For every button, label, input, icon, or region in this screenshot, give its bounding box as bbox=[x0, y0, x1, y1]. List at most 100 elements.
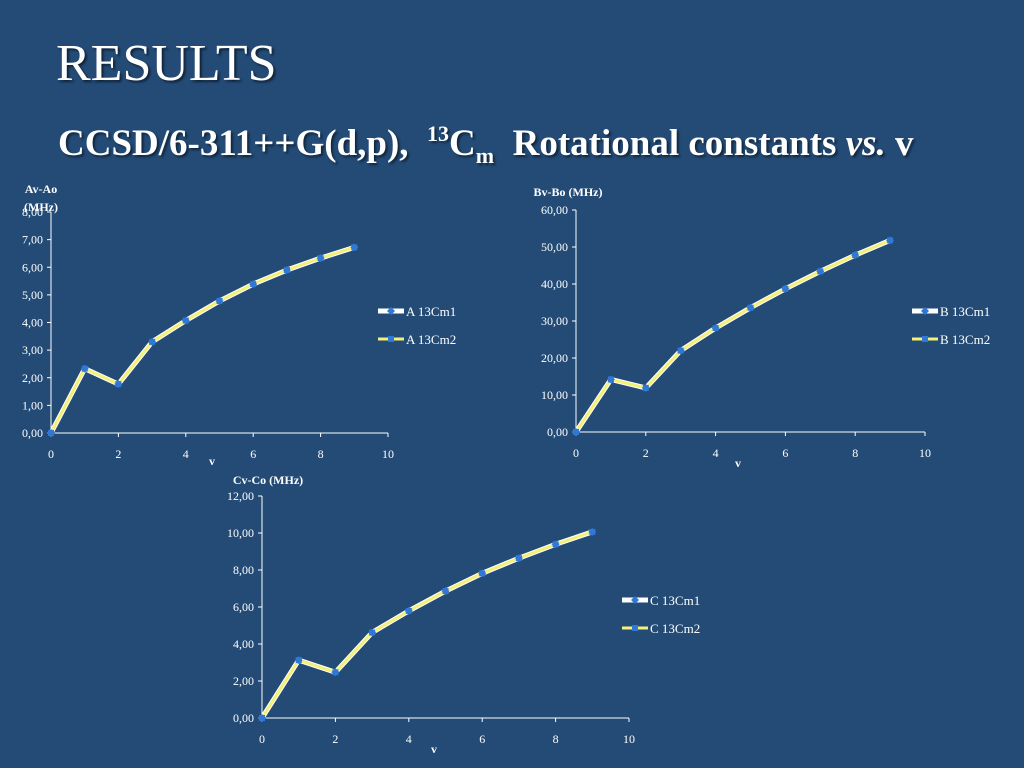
y-axis-label: Av-Ao bbox=[25, 182, 57, 196]
y-tick-label: 1,00 bbox=[22, 398, 43, 412]
y-tick-label: 0,00 bbox=[547, 425, 568, 439]
x-axis-label: v bbox=[735, 456, 741, 470]
x-tick-label: 4 bbox=[713, 446, 719, 460]
data-point-series-2 bbox=[182, 317, 189, 324]
y-tick-label: 4,00 bbox=[22, 316, 43, 330]
subtitle-method: CCSD/6-311++G(d,p), bbox=[58, 123, 409, 164]
y-tick-label: 0,00 bbox=[22, 426, 43, 440]
y-tick-label: 20,00 bbox=[541, 351, 568, 365]
x-tick-label: 2 bbox=[115, 447, 121, 461]
y-tick-label: 6,00 bbox=[233, 600, 254, 614]
data-point-series-2 bbox=[369, 629, 376, 636]
x-tick-label: 10 bbox=[919, 446, 931, 460]
y-axis-label: (MHz) bbox=[24, 200, 58, 214]
legend-marker-2 bbox=[388, 336, 394, 342]
x-axis-label: v bbox=[209, 454, 215, 468]
legend-marker-1 bbox=[631, 596, 639, 604]
legend-label-1: C 13Cm1 bbox=[650, 593, 700, 608]
data-point-series-2 bbox=[479, 570, 486, 577]
y-tick-label: 3,00 bbox=[22, 343, 43, 357]
y-tick-label: 30,00 bbox=[541, 314, 568, 328]
subtitle-variable: v bbox=[894, 123, 914, 164]
x-tick-label: 4 bbox=[406, 732, 412, 746]
y-tick-label: 10,00 bbox=[541, 388, 568, 402]
data-point-series-2 bbox=[295, 657, 302, 664]
y-tick-label: 2,00 bbox=[22, 371, 43, 385]
series-line-2 bbox=[574, 238, 892, 434]
y-tick-label: 50,00 bbox=[541, 240, 568, 254]
x-tick-label: 4 bbox=[183, 447, 189, 461]
y-tick-label: 7,00 bbox=[22, 233, 43, 247]
legend-marker-1 bbox=[387, 307, 395, 315]
series-line-2 bbox=[260, 530, 594, 720]
data-point-series-2 bbox=[149, 338, 156, 345]
series-line-2 bbox=[49, 245, 356, 435]
slide-title: RESULTS bbox=[56, 35, 277, 92]
y-tick-label: 5,00 bbox=[22, 288, 43, 302]
y-tick-label: 8,00 bbox=[233, 563, 254, 577]
data-point-series-2 bbox=[782, 285, 789, 292]
y-tick-label: 8,00 bbox=[22, 205, 43, 219]
y-axis-label: Cv-Co (MHz) bbox=[233, 473, 303, 487]
x-tick-label: 10 bbox=[382, 447, 394, 461]
y-tick-label: 60,00 bbox=[541, 203, 568, 217]
data-point-series-2 bbox=[351, 244, 358, 251]
data-point-series-2 bbox=[442, 588, 449, 595]
data-point-series-2 bbox=[552, 541, 559, 548]
x-tick-label: 6 bbox=[250, 447, 256, 461]
data-point-series-2 bbox=[852, 252, 859, 259]
y-axis-label: Bv-Bo (MHz) bbox=[534, 185, 603, 199]
y-tick-label: 40,00 bbox=[541, 277, 568, 291]
series-line-1 bbox=[259, 529, 595, 721]
x-tick-label: 6 bbox=[782, 446, 788, 460]
x-tick-label: 0 bbox=[48, 447, 54, 461]
subtitle-vs: vs. bbox=[845, 123, 886, 164]
x-tick-label: 0 bbox=[259, 732, 265, 746]
data-point-series-2 bbox=[589, 528, 596, 535]
subtitle-isotope-mass: 13 bbox=[427, 121, 450, 146]
legend-label-2: A 13Cm2 bbox=[406, 332, 456, 347]
data-point-series-2 bbox=[642, 384, 649, 391]
data-point-series-2 bbox=[259, 715, 265, 721]
data-point-series-2 bbox=[887, 237, 894, 244]
legend-label-1: B 13Cm1 bbox=[940, 304, 990, 319]
y-tick-label: 2,00 bbox=[233, 674, 254, 688]
subtitle-subscript: m bbox=[475, 143, 495, 168]
data-point-series-2 bbox=[607, 376, 614, 383]
y-tick-label: 6,00 bbox=[22, 260, 43, 274]
x-tick-label: 6 bbox=[479, 732, 485, 746]
subtitle-element: C bbox=[449, 123, 476, 164]
legend-label-1: A 13Cm1 bbox=[406, 304, 456, 319]
y-tick-label: 0,00 bbox=[233, 711, 254, 725]
data-point-series-2 bbox=[332, 669, 339, 676]
legend-marker-1 bbox=[921, 307, 929, 315]
x-axis-label: v bbox=[431, 742, 437, 756]
legend-marker-2 bbox=[922, 336, 928, 342]
y-tick-label: 10,00 bbox=[227, 526, 254, 540]
x-tick-label: 8 bbox=[852, 446, 858, 460]
data-point-series-2 bbox=[250, 281, 257, 288]
x-tick-label: 8 bbox=[318, 447, 324, 461]
data-point-series-2 bbox=[81, 365, 88, 372]
x-tick-label: 8 bbox=[553, 732, 559, 746]
legend-marker-2 bbox=[632, 625, 638, 631]
y-tick-label: 4,00 bbox=[233, 637, 254, 651]
x-tick-label: 2 bbox=[643, 446, 649, 460]
data-point-series-2 bbox=[317, 255, 324, 262]
legend-label-2: C 13Cm2 bbox=[650, 621, 700, 636]
x-tick-label: 0 bbox=[573, 446, 579, 460]
data-point-series-2 bbox=[515, 555, 522, 562]
data-point-series-2 bbox=[712, 325, 719, 332]
y-tick-label: 12,00 bbox=[227, 489, 254, 503]
subtitle-topic: Rotational constants bbox=[512, 123, 837, 164]
data-point-series-2 bbox=[216, 297, 223, 304]
data-point-series-2 bbox=[573, 429, 579, 435]
data-point-series-2 bbox=[405, 607, 412, 614]
legend-label-2: B 13Cm2 bbox=[940, 332, 990, 347]
data-point-series-2 bbox=[677, 347, 684, 354]
data-point-series-2 bbox=[747, 304, 754, 311]
slide-subtitle: CCSD/6-311++G(d,p), 13Cm Rotational cons… bbox=[58, 110, 913, 180]
